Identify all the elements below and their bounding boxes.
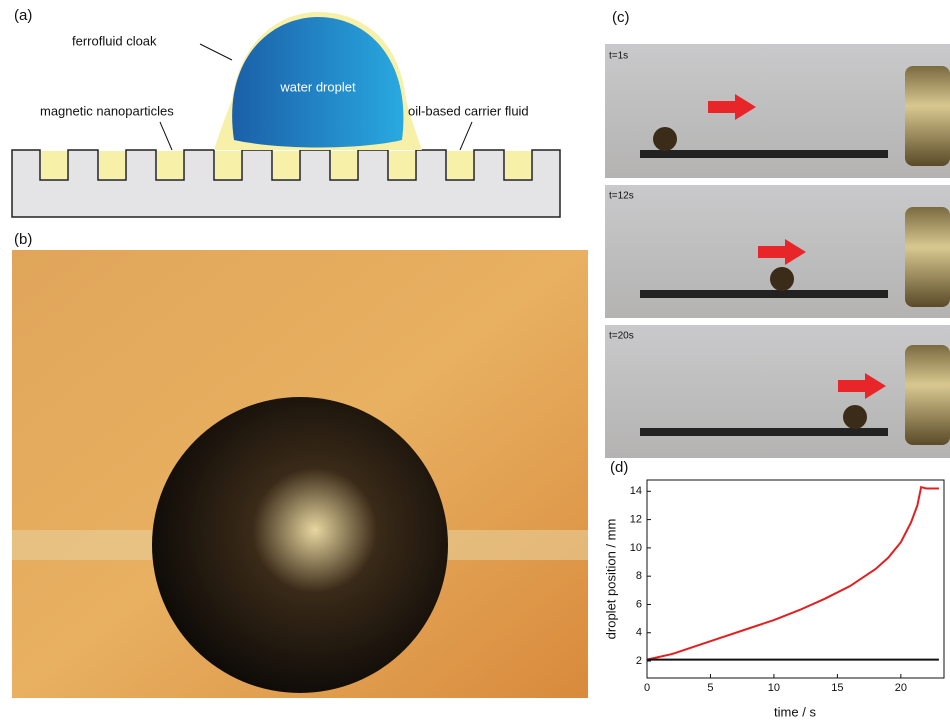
x-tick-label: 0 <box>644 682 650 694</box>
trench-fluid <box>41 151 531 179</box>
y-tick-label: 14 <box>630 485 642 497</box>
x-tick-label: 5 <box>707 682 713 694</box>
y-tick-label: 6 <box>636 598 642 610</box>
frame-label: t=20s <box>609 331 634 342</box>
x-axis-label: time / s <box>774 704 816 719</box>
droplet-photo <box>152 397 448 693</box>
y-axis-label: droplet position / mm <box>603 519 618 640</box>
y-tick-label: 10 <box>630 542 642 554</box>
panel-label: (b) <box>14 231 32 248</box>
frame: t=12s <box>605 185 950 318</box>
frame-label: t=12s <box>609 191 634 202</box>
x-tick-label: 10 <box>768 682 780 694</box>
pointer <box>460 122 472 150</box>
x-tick-label: 15 <box>831 682 843 694</box>
annotation: magnetic nanoparticles <box>40 103 174 118</box>
x-tick-label: 20 <box>895 682 907 694</box>
y-tick-label: 8 <box>636 570 642 582</box>
pointer <box>160 122 172 150</box>
figure: (a) water droplet ferrofluid cloak magne… <box>0 0 950 722</box>
panel-label: (a) <box>14 7 32 24</box>
y-tick-label: 4 <box>636 627 642 639</box>
data-line <box>647 487 939 660</box>
annotation: ferrofluid cloak <box>72 33 157 48</box>
frame: t=20s <box>605 325 950 458</box>
y-tick-label: 12 <box>630 514 642 526</box>
frame-label: t=1s <box>609 51 628 62</box>
panel-label: (c) <box>612 9 630 26</box>
pointer <box>200 44 232 60</box>
frame: t=1s <box>605 44 950 178</box>
panel-label: (d) <box>610 459 628 476</box>
annotation: oil-based carrier fluid <box>408 103 529 118</box>
droplet-label: water droplet <box>279 79 356 94</box>
y-tick-label: 2 <box>636 655 642 667</box>
